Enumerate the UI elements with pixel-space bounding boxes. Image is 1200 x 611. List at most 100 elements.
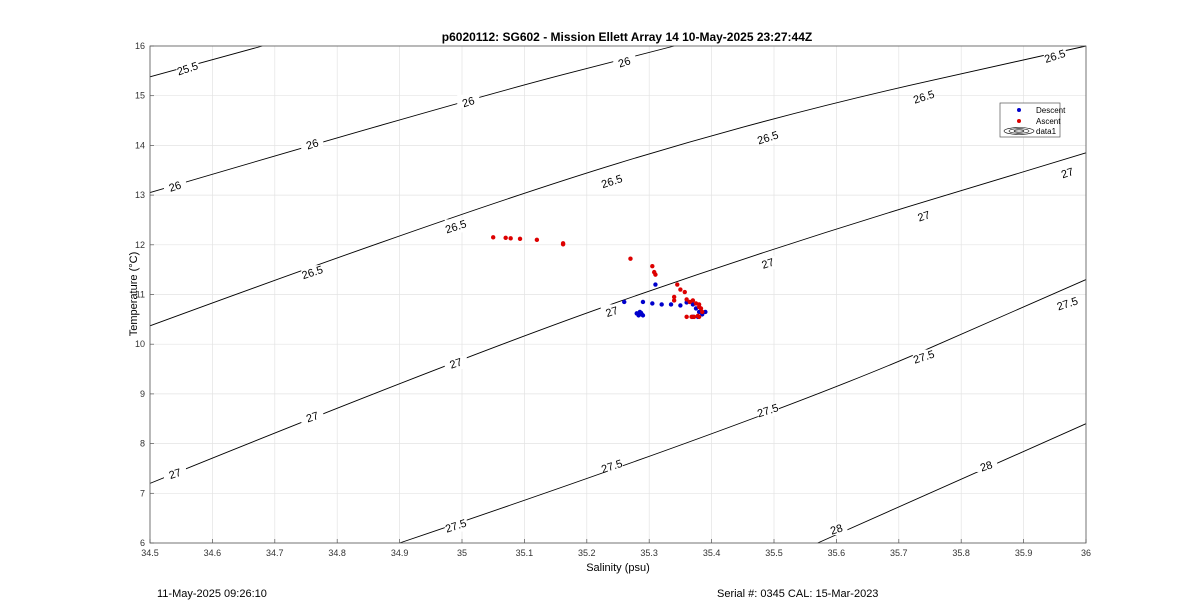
contour-label-bg [176, 61, 199, 75]
descent-point [650, 301, 655, 306]
x-tick-label: 35.5 [765, 548, 783, 558]
legend-ascent-marker [1017, 119, 1021, 123]
ascent-point [534, 237, 540, 243]
ascent-point [695, 313, 701, 319]
x-tick-label: 34.7 [266, 548, 284, 558]
contour-label-group: 28 [825, 522, 848, 538]
contour-label-bg [163, 179, 186, 193]
y-tick-label: 10 [135, 339, 145, 349]
ascent-point [684, 297, 689, 302]
x-tick-label: 34.6 [204, 548, 222, 558]
ascent-point [628, 256, 633, 261]
isopycnal-line-28 [817, 423, 1087, 544]
x-tick-label: 35 [457, 548, 467, 558]
contour-label-bg [444, 356, 467, 370]
contour-label: 26 [168, 180, 183, 195]
ascent-point [517, 236, 523, 242]
contour-label-bg [1056, 296, 1079, 310]
ascent-point [508, 236, 513, 241]
contour-label-bg [1056, 165, 1079, 179]
ascent-point [700, 309, 705, 315]
contour-label: 27 [604, 305, 619, 320]
contour-label: 27 [168, 467, 183, 482]
contour-label: 27 [448, 356, 463, 371]
x-tick-label: 35.3 [640, 548, 658, 558]
contour-label-bg [825, 522, 848, 536]
contour-label: 26 [617, 55, 632, 70]
data-points [491, 235, 708, 320]
ascent-point [691, 314, 697, 320]
y-axis-label: Temperature (°C) [128, 252, 140, 336]
contour-label-group: 26 [301, 136, 324, 152]
x-tick-label: 36 [1081, 548, 1091, 558]
ascent-point [690, 298, 696, 303]
contour-label-bg [163, 466, 186, 480]
contour-label-bg [912, 208, 935, 222]
descent-point [696, 309, 702, 315]
contour-label-group: 27.5 [1056, 295, 1080, 313]
isopycnal-line-27.5 [399, 279, 1087, 544]
contour-label: 27 [1060, 166, 1075, 181]
contour-label-group: 26.5 [600, 173, 624, 191]
ascent-point [671, 294, 677, 300]
contour-label-group: 27 [756, 256, 779, 272]
y-tick-label: 11 [136, 290, 145, 300]
contour-label-group: 27.5 [912, 349, 936, 367]
contour-label-group: 26.5 [756, 129, 780, 147]
y-tick-label: 9 [140, 389, 145, 399]
y-tick-label: 16 [135, 41, 145, 51]
contour-label-group: 27.5 [756, 402, 780, 420]
contour-label-group: 27 [301, 409, 324, 425]
descent-point [622, 299, 627, 305]
contour-label-bg [756, 256, 779, 270]
contour-label: 27 [305, 410, 320, 425]
x-tick-label: 35.4 [703, 548, 721, 558]
isopycnal-line-27 [149, 152, 1087, 484]
contour-label-bg [444, 219, 467, 233]
contour-label-group: 27 [600, 304, 623, 320]
contour-label-bg [301, 409, 324, 423]
contour-label-group: 26 [613, 54, 636, 70]
isopycnal-line-25.5 [149, 45, 263, 78]
contour-label-group: 26.5 [301, 264, 325, 282]
footer-serial-cal: Serial #: 0345 CAL: 15-Mar-2023 [717, 588, 879, 600]
contour-label-group: 27 [912, 208, 935, 225]
ascent-point [491, 235, 496, 240]
contour-label-group: 27 [444, 356, 467, 372]
ascent-point [671, 298, 677, 303]
descent-point [653, 282, 658, 287]
x-tick-label: 35.7 [890, 548, 908, 558]
legend-descent-label: Descent [1036, 106, 1066, 115]
legend-descent-marker [1017, 108, 1021, 112]
y-tick-label: 15 [135, 91, 145, 101]
contour-label-bg [600, 174, 623, 188]
contour-label-group: 28 [975, 458, 998, 475]
contour-label-group: 26 [457, 94, 480, 110]
x-tick-label: 35.8 [952, 548, 970, 558]
x-tick-label: 35.9 [1015, 548, 1033, 558]
y-tick-label: 6 [140, 538, 145, 548]
contour-label: 26 [305, 137, 320, 152]
contour-label-bg [600, 458, 623, 472]
y-tick-label: 12 [135, 240, 145, 250]
descent-point [668, 302, 674, 307]
isopycnal-line-26 [149, 45, 675, 194]
y-tick-label: 14 [135, 140, 145, 150]
y-tick-label: 13 [135, 190, 145, 200]
contour-label-bg [912, 89, 935, 103]
y-tick-label: 7 [140, 488, 145, 498]
ascent-point [650, 263, 655, 269]
contour-label-group: 27 [1056, 165, 1079, 181]
contour-label-bg [756, 403, 779, 417]
descent-point [678, 303, 683, 308]
chart-title: p6020112: SG602 - Mission Ellett Array 1… [442, 30, 812, 44]
contour-label-group: 25.5 [176, 60, 200, 78]
contour-label-bg [600, 304, 623, 318]
ascent-point [682, 289, 687, 295]
ascent-point [653, 272, 658, 277]
density-contours: 25.5 26 26 26 26 26.5 26.5 26.5 26.5 26.5 26.5 27 27… [149, 45, 1087, 544]
legend-contour-icon [1003, 127, 1035, 135]
contour-label: 26 [461, 95, 476, 110]
contour-label-bg [301, 265, 324, 279]
